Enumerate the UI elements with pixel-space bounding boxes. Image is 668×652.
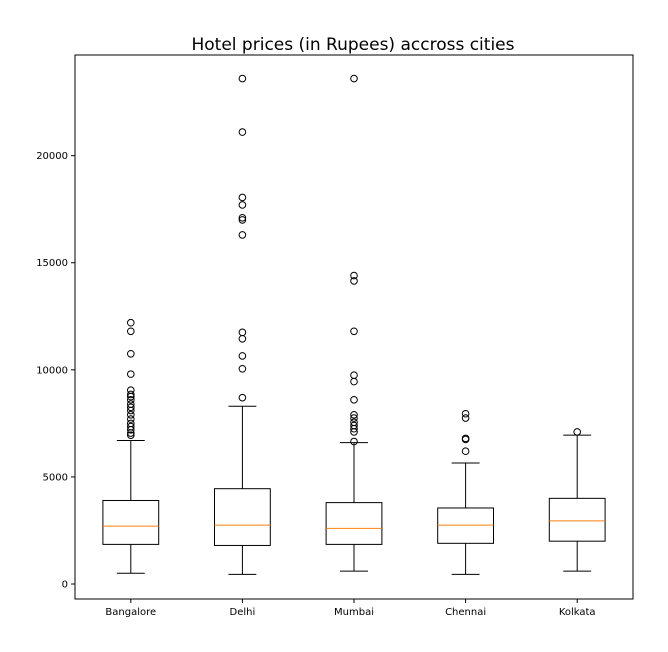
outlier-point xyxy=(238,328,247,337)
outlier-point xyxy=(127,327,135,336)
plot-area: 0 5000 10000 15000 20000 Bangalore Delhi Mumbai… xyxy=(36,54,634,618)
outlier-point xyxy=(350,277,358,285)
outlier-point xyxy=(350,271,358,280)
chart-title: Hotel prices (in Rupees) accross cities xyxy=(192,35,515,55)
x-tick-label: Delhi xyxy=(230,607,256,618)
outlier-point xyxy=(238,216,247,224)
outlier-point xyxy=(127,349,135,358)
outlier-point xyxy=(350,371,358,379)
x-tick-label: Mumbai xyxy=(334,607,374,618)
outlier-point xyxy=(238,193,247,202)
outlier-point xyxy=(127,422,135,431)
y-tick-label: 10000 xyxy=(36,365,68,376)
outlier-point xyxy=(127,396,135,404)
outlier-point xyxy=(238,352,247,360)
outlier-point xyxy=(238,393,247,402)
outlier-point xyxy=(127,411,135,419)
outlier-point xyxy=(350,327,358,336)
outlier-point xyxy=(127,318,135,327)
outlier-point xyxy=(127,431,135,439)
box xyxy=(214,488,271,546)
outlier-point xyxy=(350,421,358,430)
outlier-point xyxy=(350,411,358,419)
outlier-point xyxy=(238,74,247,83)
outlier-point xyxy=(238,364,247,373)
outlier-point xyxy=(127,400,135,408)
outlier-point xyxy=(350,377,358,386)
outlier-point xyxy=(127,390,135,399)
outlier-point xyxy=(350,437,358,446)
outlier-point xyxy=(350,414,358,422)
box xyxy=(548,497,606,542)
outlier-point xyxy=(238,334,247,343)
box xyxy=(102,499,160,545)
y-tick-label: 5000 xyxy=(43,472,68,483)
outlier-point xyxy=(238,213,247,222)
x-tick-label: Kolkata xyxy=(559,607,596,618)
outlier-point xyxy=(573,428,582,436)
outlier-point xyxy=(127,419,135,428)
outlier-point xyxy=(350,74,358,83)
box xyxy=(325,502,383,545)
outlier-point xyxy=(127,415,135,423)
outlier-point xyxy=(461,414,470,422)
outlier-point xyxy=(238,201,247,209)
outlier-point xyxy=(350,418,358,427)
outlier-point xyxy=(127,403,135,412)
outlier-point xyxy=(350,396,358,404)
outlier-point xyxy=(461,409,470,418)
x-tick-label: Bangalore xyxy=(105,607,156,618)
x-tick-label: Chennai xyxy=(445,607,486,618)
outlier-point xyxy=(238,231,247,239)
y-tick-label: 15000 xyxy=(36,258,68,269)
outlier-point xyxy=(461,434,470,443)
y-tick-label: 0 xyxy=(62,580,68,591)
outlier-point xyxy=(127,386,135,394)
outlier-point xyxy=(238,128,247,136)
y-tick-label: 20000 xyxy=(36,151,68,162)
outlier-point xyxy=(461,447,470,456)
box xyxy=(437,507,495,544)
outlier-point xyxy=(127,370,135,378)
